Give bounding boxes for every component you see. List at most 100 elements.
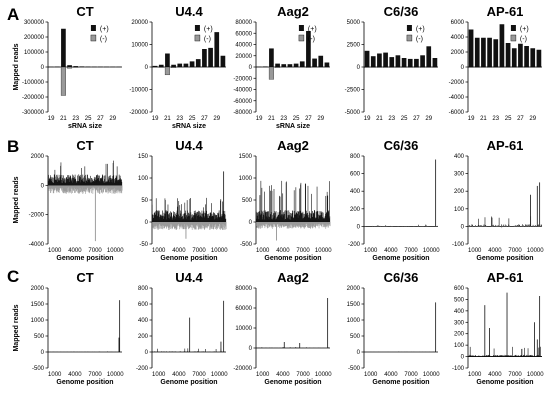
bar-positive <box>208 47 213 67</box>
legend-label-positive: (+) <box>100 26 109 33</box>
x-tick-label: 19 <box>468 116 475 122</box>
legend-swatch-positive <box>194 25 200 31</box>
x-tick-label: 23 <box>72 116 79 122</box>
panel-label-c: C <box>7 267 19 286</box>
y-tick-label: -60000 <box>233 99 252 105</box>
y-tick-label: -2000 <box>449 80 465 86</box>
bar-positive <box>499 24 505 67</box>
x-tick-label: 21 <box>60 116 67 122</box>
x-tick-label: 29 <box>213 116 220 122</box>
x-tick-label: 1000 <box>48 372 62 378</box>
x-tick-label: 1000 <box>48 248 62 254</box>
bar-positive <box>220 55 226 67</box>
y-tick-label: 300 <box>454 172 465 178</box>
x-tick-label: 10000 <box>211 372 228 378</box>
x-tick-label: 19 <box>256 116 263 122</box>
bar-positive <box>165 53 170 67</box>
y-tick-label: 100 <box>454 343 465 349</box>
x-tick-label: 7000 <box>88 372 102 378</box>
x-tick-label: 29 <box>317 116 324 122</box>
chart-b-4: C6/36 -200 0 200 400 600 800 1000 4000 7000 10000G… <box>348 138 440 262</box>
x-tick-label: 7000 <box>508 248 522 254</box>
y-tick-label: 200000 <box>24 35 45 41</box>
y-tick-label: 150 <box>138 154 149 160</box>
y-tick-label: -100 <box>452 366 465 372</box>
legend-label-positive: (+) <box>520 26 529 33</box>
x-tick-label: 23 <box>388 116 395 122</box>
y-tick-label: 100000 <box>24 50 45 56</box>
x-tick-label: 19 <box>48 116 55 122</box>
chart-title: CT <box>76 4 93 19</box>
chart-a-2: U4.4 -20000 -10000 0 10000 20000 19 21 23 25 27 29 s… <box>129 4 226 130</box>
y-tick-label: 400 <box>138 318 149 324</box>
x-axis-label: Genome position <box>264 255 321 262</box>
x-tick-label: 4000 <box>172 248 186 254</box>
bar-positive <box>383 52 388 67</box>
y-tick-label: -500 <box>240 242 253 248</box>
chart-title: C6/36 <box>384 138 419 153</box>
chart-title: AP-61 <box>487 4 524 19</box>
chart-grid: CT -300000 -2000 0 0 -10000 0 0 100000 200000 300 0… <box>13 4 544 386</box>
y-tick-label: 2000 <box>347 286 361 292</box>
bar-positive <box>262 66 268 67</box>
y-tick-label: 0 <box>145 220 149 226</box>
y-tick-label: 0 <box>249 65 253 71</box>
y-tick-label: 200 <box>138 334 149 340</box>
y-tick-label: 1500 <box>31 302 45 308</box>
x-tick-label: 27 <box>305 116 312 122</box>
x-tick-label: 21 <box>376 116 383 122</box>
chart-title: Aag2 <box>277 270 309 285</box>
bar-negative <box>171 66 177 68</box>
y-tick-label: 2000 <box>31 154 45 160</box>
y-tick-label: 60000 <box>235 31 252 37</box>
chart-title: Aag2 <box>277 138 309 153</box>
legend-swatch-negative <box>90 34 97 42</box>
x-tick-label: 25 <box>189 116 196 122</box>
x-tick-label: 21 <box>480 116 487 122</box>
y-tick-label: 1000 <box>31 318 45 324</box>
y-tick-label: -2000 <box>29 213 45 219</box>
bar-positive <box>511 48 517 67</box>
bar-positive <box>318 55 324 67</box>
bar-positive <box>275 63 280 67</box>
legend-swatch-negative <box>510 34 517 42</box>
chart-c-5: AP-61 -100 0 100 200 300 400 500 600 1000 4000 7000… <box>452 270 544 386</box>
x-tick-label: 7000 <box>192 248 206 254</box>
y-tick-label: -10000 <box>129 88 148 94</box>
x-tick-label: 25 <box>293 116 300 122</box>
y-tick-label: 40000 <box>235 43 252 49</box>
x-tick-label: 4000 <box>384 248 398 254</box>
bar-positive <box>407 58 413 67</box>
y-tick-label: 300 <box>454 320 465 326</box>
x-axis-label: sRNA size <box>276 123 310 130</box>
x-axis-label: Genome position <box>476 255 533 262</box>
y-tick-label: 0 <box>249 220 253 226</box>
chart-title: U4.4 <box>175 138 203 153</box>
x-tick-label: 10000 <box>107 372 124 378</box>
bar-positive <box>414 58 419 67</box>
bar-positive <box>73 66 79 67</box>
x-tick-label: 1000 <box>364 372 378 378</box>
x-tick-label: 7000 <box>296 248 310 254</box>
bar-positive <box>152 65 158 67</box>
y-tick-label: 200 <box>454 332 465 338</box>
x-tick-label: 10000 <box>423 372 440 378</box>
y-tick-label: -6000 <box>449 110 465 116</box>
y-tick-label: 400 <box>454 309 465 315</box>
x-tick-label: 4000 <box>276 248 290 254</box>
chart-a-1: CT -300000 -200000 -100000 0 100000 200000 3000… <box>13 4 122 130</box>
x-axis-label: Genome position <box>160 255 217 262</box>
x-tick-label: 19 <box>364 116 371 122</box>
y-tick-label: -300000 <box>22 110 45 116</box>
y-tick-label: 200 <box>350 207 361 213</box>
y-tick-label: 20000 <box>131 20 148 26</box>
y-tick-label: 1500 <box>239 154 253 160</box>
x-tick-label: 4000 <box>488 372 502 378</box>
y-tick-label: 0 <box>41 65 45 71</box>
y-tick-label: 0 <box>461 65 465 71</box>
legend-swatch-positive <box>510 25 516 31</box>
bar-positive <box>420 55 425 67</box>
bar-positive <box>395 55 401 67</box>
bar-positive <box>370 56 376 67</box>
y-tick-label: 400 <box>350 189 361 195</box>
